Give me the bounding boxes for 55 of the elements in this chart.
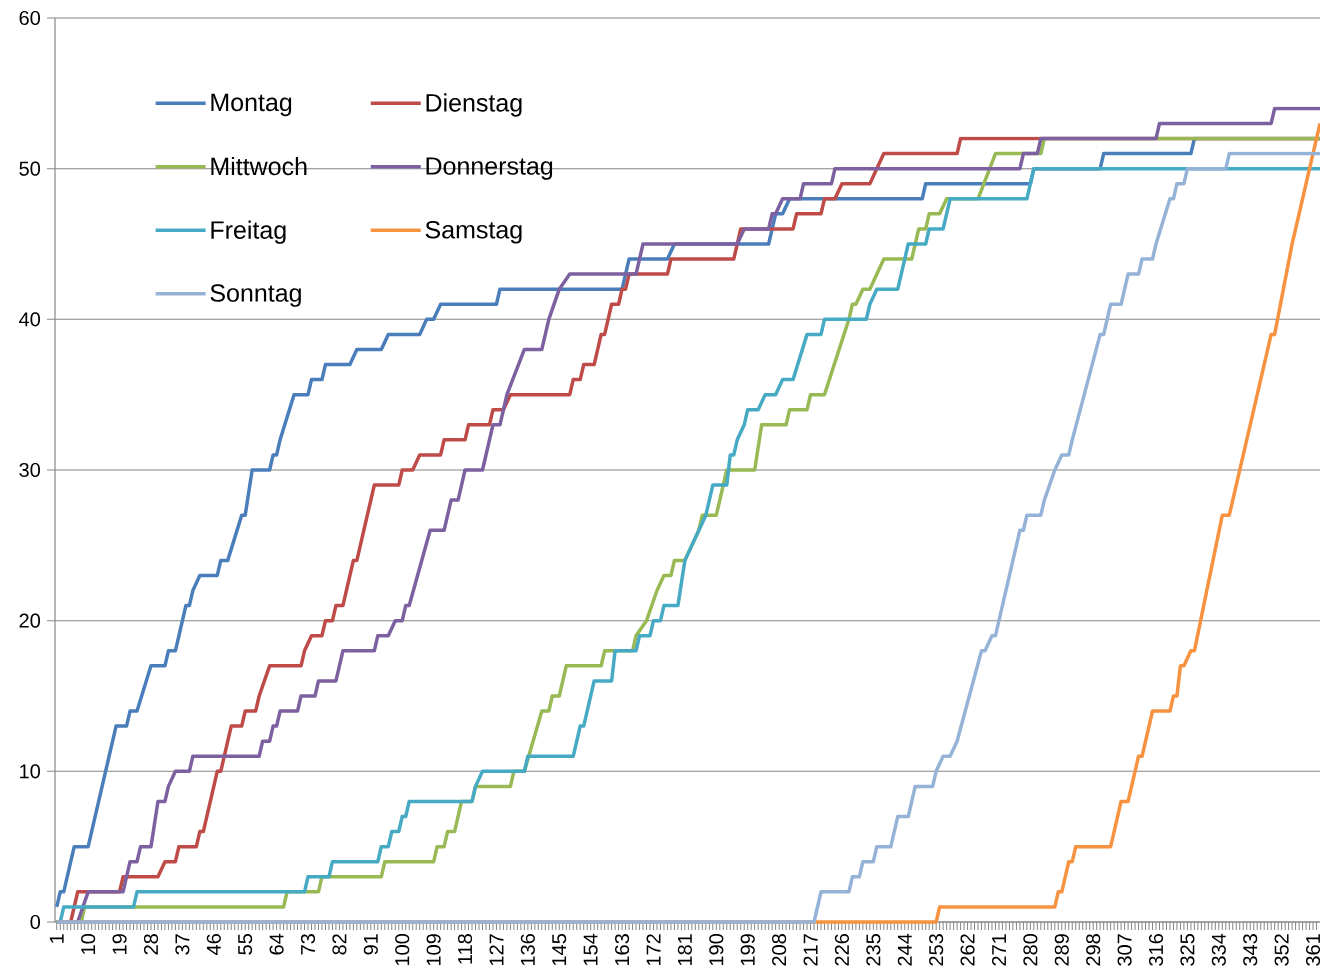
x-tick-label: 172 (646, 934, 661, 966)
y-tick-label: 60 (19, 10, 41, 26)
x-tick-label: 109 (426, 934, 441, 966)
x-tick-label: 280 (1023, 933, 1038, 966)
x-tick-label: 316 (1148, 934, 1164, 966)
x-tick-label: 253 (929, 934, 944, 966)
legend-label: Freitag (211, 220, 286, 244)
x-tick-label: 334 (1211, 933, 1226, 966)
x-tick-label: 55 (238, 934, 253, 955)
y-tick-label: 40 (19, 312, 41, 327)
x-tick-label: 127 (489, 934, 504, 966)
x-tick-label: 118 (457, 934, 473, 964)
y-tick-label: 20 (19, 613, 41, 628)
x-tick-label: 28 (143, 934, 159, 955)
x-tick-label: 136 (520, 934, 535, 966)
legend-label: Mittwoch (211, 156, 307, 176)
legend-label: Dienstag (426, 93, 522, 117)
y-tick-label: 30 (19, 462, 41, 478)
x-tick-label: 46 (206, 934, 221, 955)
x-tick-label: 73 (300, 934, 316, 955)
x-tick-label: 91 (363, 934, 378, 955)
x-tick-label: 298 (1086, 934, 1101, 966)
x-tick-label: 10 (81, 933, 96, 954)
y-tick-label: 50 (19, 161, 41, 176)
legend-label: Samstag (425, 220, 522, 244)
x-tick-label: 199 (740, 934, 755, 966)
x-tick-label: 1 (49, 934, 64, 943)
y-tick-label: 0 (30, 914, 41, 930)
x-tick-label: 217 (803, 934, 818, 966)
x-tick-label: 100 (395, 933, 410, 966)
x-tick-label: 244 (897, 933, 912, 966)
x-tick-label: 37 (175, 934, 190, 955)
x-tick-label: 226 (834, 934, 849, 966)
x-tick-label: 82 (332, 934, 347, 955)
x-tick-label: 181 (677, 934, 692, 966)
x-tick-label: 262 (960, 934, 975, 966)
x-tick-label: 190 (709, 933, 724, 966)
x-tick-label: 208 (772, 934, 787, 966)
x-tick-label: 307 (1117, 934, 1132, 966)
legend-label: Donnerstag (426, 157, 553, 180)
x-tick-label: 352 (1274, 934, 1289, 966)
x-tick-label: 361 (1305, 934, 1320, 966)
x-tick-label: 64 (269, 933, 284, 955)
x-tick-label: 145 (552, 934, 567, 966)
x-tick-label: 325 (1180, 934, 1195, 966)
legend-label: Montag (211, 93, 292, 117)
x-tick-label: 235 (866, 934, 881, 966)
y-tick-label: 10 (20, 764, 41, 779)
x-tick-label: 154 (583, 933, 598, 966)
x-tick-label: 271 (991, 934, 1006, 966)
x-tick-label: 19 (112, 934, 127, 954)
legend-label: Sonntag (210, 284, 301, 307)
x-tick-label: 163 (615, 934, 630, 966)
x-tick-label: 343 (1243, 934, 1258, 966)
x-tick-label: 289 (1054, 934, 1069, 966)
